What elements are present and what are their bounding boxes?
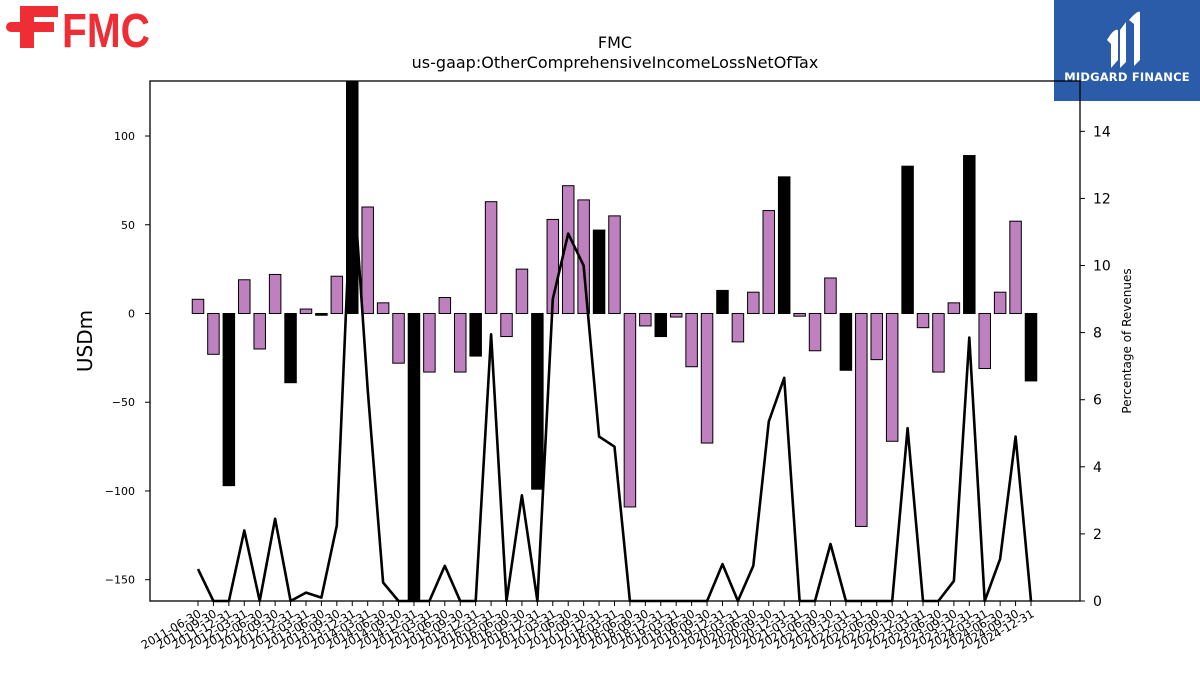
y2-tick-label: 10	[1093, 259, 1111, 275]
bar-2019-09-30	[700, 312, 714, 444]
bar-2015-03-31	[423, 312, 436, 373]
y-tick-label: −150	[105, 574, 135, 587]
y2-tick-label: 2	[1093, 527, 1102, 543]
bar-2012-03-31	[238, 279, 251, 314]
y-tick-label: −100	[105, 485, 135, 498]
y2-tick-label: 6	[1093, 393, 1102, 409]
bar-2016-06-30	[500, 312, 513, 338]
y2-tick-label: 8	[1093, 326, 1102, 342]
bar-2019-12-31	[716, 289, 729, 314]
bar-2020-06-30	[747, 291, 760, 314]
y2-axis-label: Percentage of Revenues	[1120, 268, 1134, 413]
bar-2022-03-31	[855, 312, 868, 527]
bar-2024-12-31	[1024, 312, 1038, 382]
bar-2020-09-30	[762, 210, 776, 314]
bar-2021-09-30	[824, 277, 837, 314]
bar-2012-09-30	[268, 273, 282, 314]
bar-2016-03-31	[484, 201, 498, 314]
midgard-emblem-icon	[1107, 11, 1140, 68]
bar-2019-06-30	[685, 312, 698, 368]
bar-2021-06-30	[808, 312, 822, 352]
y-tick-label: 0	[128, 307, 135, 320]
fmc-logo: FMC	[0, 0, 160, 60]
bar-2014-03-31	[361, 206, 374, 314]
y-axis-left: −150 −100 −50 0 50 100	[105, 130, 150, 587]
bar-2013-09-30	[330, 275, 344, 314]
bar-2014-06-30	[376, 302, 390, 314]
bar-2012-12-31	[284, 312, 297, 384]
bar-2017-06-30	[561, 185, 575, 314]
bar-2020-03-31	[731, 312, 745, 343]
bar-2011-09-30	[207, 312, 220, 355]
bar-2018-06-30	[623, 312, 637, 508]
y2-tick-label: 4	[1093, 460, 1102, 476]
bar-2017-12-31	[592, 229, 606, 314]
y2-tick-label: 14	[1093, 124, 1111, 140]
bar-2023-06-30	[932, 312, 945, 373]
x-axis: 2011-06-302011-09-302011-12-312012-03-31…	[139, 601, 1037, 652]
bar-2015-12-31	[469, 312, 482, 357]
bar-2017-09-30	[577, 199, 590, 314]
bar-2015-06-30	[438, 297, 452, 314]
bar-2024-09-30	[1009, 220, 1022, 314]
bar-2020-12-31	[777, 176, 791, 314]
bar-2021-03-31	[793, 312, 806, 317]
bar-2023-09-30	[947, 302, 961, 314]
bar-2022-06-30	[870, 312, 883, 361]
bar-2023-03-31	[916, 312, 930, 329]
bar-2013-06-30	[315, 312, 328, 316]
chart-title: FMC	[597, 33, 633, 52]
y-axis-right: 0 2 4 6 8 10 12 14	[1080, 124, 1111, 610]
bar-2021-12-31	[839, 312, 853, 371]
bar-2015-09-30	[453, 312, 467, 373]
y-tick-label: −50	[112, 396, 135, 409]
bar-2012-06-30	[253, 312, 266, 350]
bar-2011-12-31	[222, 312, 236, 487]
y-tick-label: 100	[114, 130, 135, 143]
bar-2022-12-31	[901, 165, 914, 314]
bar-2024-06-30	[993, 291, 1007, 314]
bar-2024-03-31	[978, 312, 991, 370]
bar-2018-03-31	[608, 215, 621, 314]
bar-group	[191, 80, 1038, 602]
bar-2018-09-30	[639, 312, 652, 327]
bar-2023-12-31	[963, 155, 976, 314]
y-axis-label: USDm	[73, 310, 97, 372]
bar-2013-03-31	[299, 308, 313, 314]
bar-2019-03-31	[669, 312, 683, 318]
fmc-logo-text: FMC	[62, 5, 150, 58]
bar-2018-12-31	[654, 312, 668, 338]
bar-2016-09-30	[515, 268, 529, 314]
y-tick-label: 50	[121, 219, 135, 232]
bar-2022-09-30	[885, 312, 899, 442]
y2-tick-label: 0	[1093, 594, 1102, 610]
bar-2011-06-30	[191, 298, 205, 314]
y2-tick-label: 12	[1093, 191, 1111, 207]
midgard-finance-logo: MIDGARD FINANCE	[1054, 0, 1200, 101]
bar-2014-12-31	[407, 312, 421, 602]
bar-2016-12-31	[531, 312, 544, 490]
chart-subtitle: us-gaap:OtherComprehensiveIncomeLossNetO…	[411, 53, 819, 72]
bar-2014-09-30	[392, 312, 405, 364]
brand-name: MIDGARD FINANCE	[1064, 70, 1190, 84]
